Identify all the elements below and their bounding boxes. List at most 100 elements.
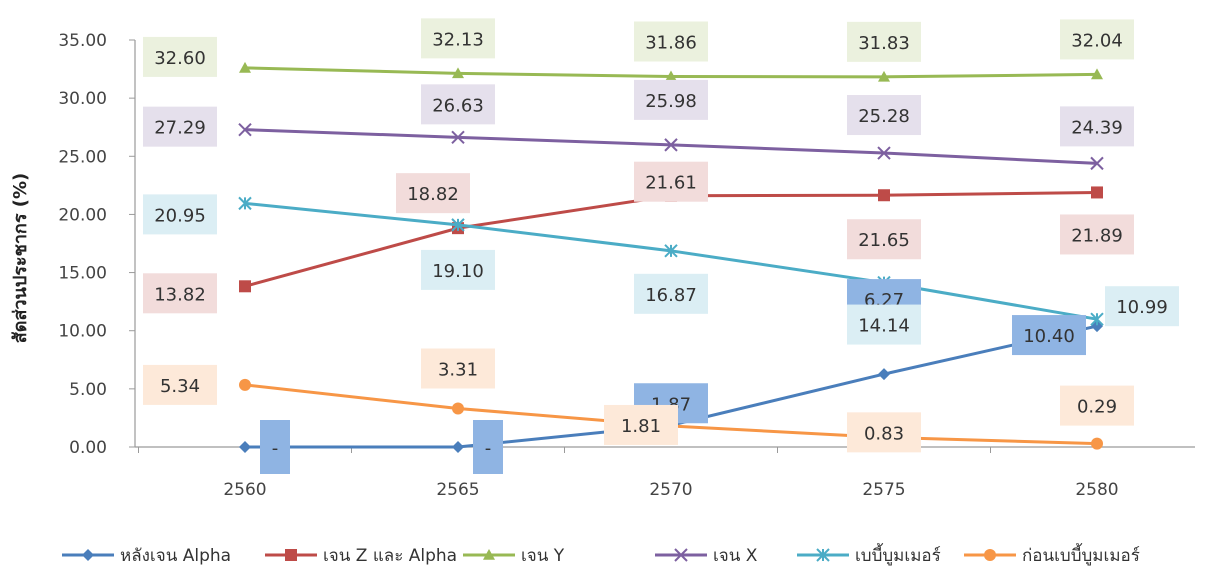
data-label: 10.99	[1105, 286, 1179, 327]
data-label-box	[143, 106, 217, 147]
data-label: 31.86	[634, 21, 708, 62]
data-label-text: 1.81	[621, 416, 661, 437]
data-label: 3.31	[421, 348, 495, 389]
y-tick-label: 15.00	[58, 264, 107, 284]
data-label: 21.65	[847, 219, 921, 260]
data-label-text: 21.65	[858, 230, 910, 251]
series-line	[244, 190, 1098, 288]
data-label-text: 10.99	[1116, 297, 1168, 318]
data-label: 14.14	[847, 304, 921, 345]
data-label-box	[634, 273, 708, 314]
data-label-text: 32.13	[432, 29, 484, 50]
legend-item: เจน Y	[463, 546, 565, 566]
data-point	[664, 244, 678, 258]
y-tick-label: 0.00	[69, 438, 107, 458]
data-label-text: 16.87	[645, 285, 697, 306]
legend-item: หลังเจน Alpha	[62, 546, 231, 566]
x-tick-label: 2565	[436, 480, 479, 500]
data-label-box	[421, 348, 495, 389]
series-2	[239, 61, 1103, 82]
legend-label: ก่อนเบบี้บูมเมอร์	[1022, 543, 1140, 566]
data-label-box	[634, 79, 708, 120]
data-point	[878, 70, 890, 82]
data-point	[878, 368, 890, 381]
data-point	[1090, 156, 1104, 171]
data-label: 21.61	[634, 161, 708, 202]
data-label: 5.34	[143, 364, 217, 405]
data-label-text: 21.89	[1071, 225, 1123, 246]
data-point	[674, 548, 688, 562]
data-label: 27.29	[143, 106, 217, 147]
data-point	[451, 218, 465, 232]
data-label: 10.40	[1012, 315, 1086, 356]
data-label: 0.29	[1060, 385, 1134, 426]
data-point	[452, 441, 464, 453]
data-label-text: 27.29	[154, 118, 206, 139]
data-point	[451, 130, 465, 145]
data-point	[1091, 437, 1103, 450]
data-label: 31.83	[847, 21, 921, 62]
data-label: 16.87	[634, 273, 708, 314]
data-label-text: 13.82	[154, 284, 206, 305]
data-label-box	[847, 219, 921, 260]
data-point	[82, 549, 94, 561]
data-point	[816, 548, 830, 562]
data-label: 25.98	[634, 79, 708, 120]
y-tick-label: 20.00	[58, 205, 107, 225]
data-point	[1091, 186, 1103, 199]
data-label-box	[421, 84, 495, 125]
data-label: 32.04	[1060, 19, 1134, 60]
legend-item: ก่อนเบบี้บูมเมอร์	[964, 543, 1140, 566]
legend-item: เจน X	[655, 546, 758, 566]
x-tick-label: 2560	[223, 480, 266, 500]
legend-item: เจน Z และ Alpha	[265, 546, 457, 566]
legend-label: เบบี้บูมเมอร์	[855, 543, 941, 566]
data-label-box	[634, 161, 708, 202]
data-label-text: -	[272, 438, 279, 459]
axes: 0.00 5.00 10.00 15.00 20.00 25.00 30.00 35.00 25…	[58, 31, 1195, 500]
data-label-box	[847, 95, 921, 136]
data-label-box	[1105, 286, 1179, 327]
data-label-box	[143, 364, 217, 405]
data-label: 25.28	[847, 95, 921, 136]
data-label-box	[143, 36, 217, 77]
data-label-box	[143, 273, 217, 314]
y-axis-label: สัดส่วนประชากร (%)	[10, 173, 31, 343]
data-point	[483, 549, 495, 560]
data-label: 18.82	[396, 173, 470, 214]
data-label-box	[634, 21, 708, 62]
data-label-box	[604, 404, 678, 445]
data-label-text: 31.83	[858, 33, 910, 54]
data-label-text: 0.83	[864, 423, 904, 444]
data-label-box	[1012, 315, 1086, 356]
data-point	[285, 549, 297, 561]
series-line	[244, 128, 1098, 165]
data-label: -	[260, 420, 290, 474]
data-point	[239, 378, 251, 391]
data-point	[665, 70, 677, 82]
data-point	[238, 196, 252, 211]
data-label-box	[847, 304, 921, 345]
data-label-text: 32.04	[1071, 30, 1123, 51]
data-label-text: 20.95	[154, 205, 206, 226]
data-label-text: 25.28	[858, 106, 910, 127]
data-point	[984, 549, 996, 561]
legend-label: เจน Y	[521, 546, 565, 566]
data-label-box	[396, 173, 470, 214]
legend-label: เจน X	[713, 546, 758, 566]
data-label-box	[1060, 385, 1134, 426]
data-point	[239, 441, 251, 453]
y-tick-label: 10.00	[58, 322, 107, 342]
data-label-text: 19.10	[432, 261, 484, 282]
data-label-box	[1060, 106, 1134, 147]
data-point	[452, 67, 464, 79]
data-label-text: 10.40	[1023, 326, 1075, 347]
data-label-text: 18.82	[407, 184, 459, 205]
data-label-text: 3.31	[438, 360, 478, 381]
data-label-box	[143, 194, 217, 235]
data-point	[239, 61, 251, 73]
data-label: 21.89	[1060, 214, 1134, 255]
data-label: 32.60	[143, 36, 217, 77]
